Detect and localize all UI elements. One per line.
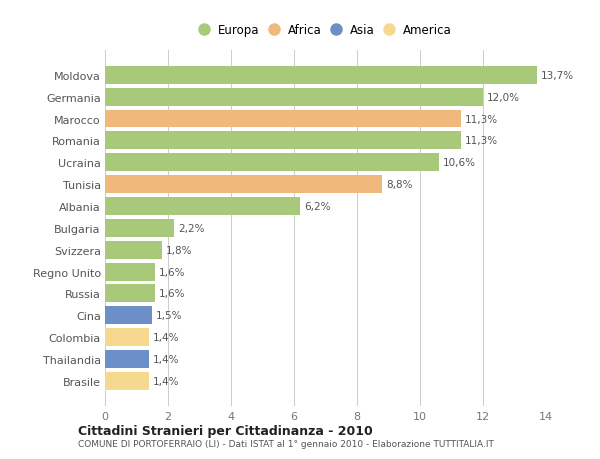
Bar (105, 307, 152, 325)
Bar (105, 241, 162, 259)
Text: 10,6%: 10,6% (443, 158, 476, 168)
Bar (105, 67, 536, 84)
Legend: Europa, Africa, Asia, America: Europa, Africa, Asia, America (196, 21, 455, 41)
Text: 11,3%: 11,3% (465, 136, 498, 146)
Text: 1,8%: 1,8% (166, 245, 192, 255)
Text: 11,3%: 11,3% (465, 114, 498, 124)
Text: 13,7%: 13,7% (541, 71, 574, 81)
Bar (105, 285, 155, 303)
Bar (105, 154, 439, 172)
Text: 1,4%: 1,4% (153, 332, 179, 342)
Text: 12,0%: 12,0% (487, 92, 520, 102)
Bar (105, 89, 483, 106)
Bar (105, 197, 301, 215)
Text: 8,8%: 8,8% (386, 180, 412, 190)
Bar (105, 329, 149, 347)
Text: COMUNE DI PORTOFERRAIO (LI) - Dati ISTAT al 1° gennaio 2010 - Elaborazione TUTTI: COMUNE DI PORTOFERRAIO (LI) - Dati ISTAT… (78, 439, 494, 448)
Text: 1,4%: 1,4% (153, 354, 179, 364)
Bar (105, 132, 461, 150)
Text: 6,2%: 6,2% (304, 202, 331, 212)
Text: 1,4%: 1,4% (153, 376, 179, 386)
Text: 2,2%: 2,2% (178, 224, 205, 233)
Bar (105, 372, 149, 390)
Text: 1,6%: 1,6% (159, 289, 185, 299)
Text: 1,5%: 1,5% (156, 311, 182, 321)
Bar (105, 110, 461, 128)
Bar (105, 263, 155, 281)
Text: 1,6%: 1,6% (159, 267, 185, 277)
Bar (105, 219, 175, 237)
Bar (105, 176, 382, 194)
Bar (105, 350, 149, 368)
Text: Cittadini Stranieri per Cittadinanza - 2010: Cittadini Stranieri per Cittadinanza - 2… (78, 424, 373, 437)
